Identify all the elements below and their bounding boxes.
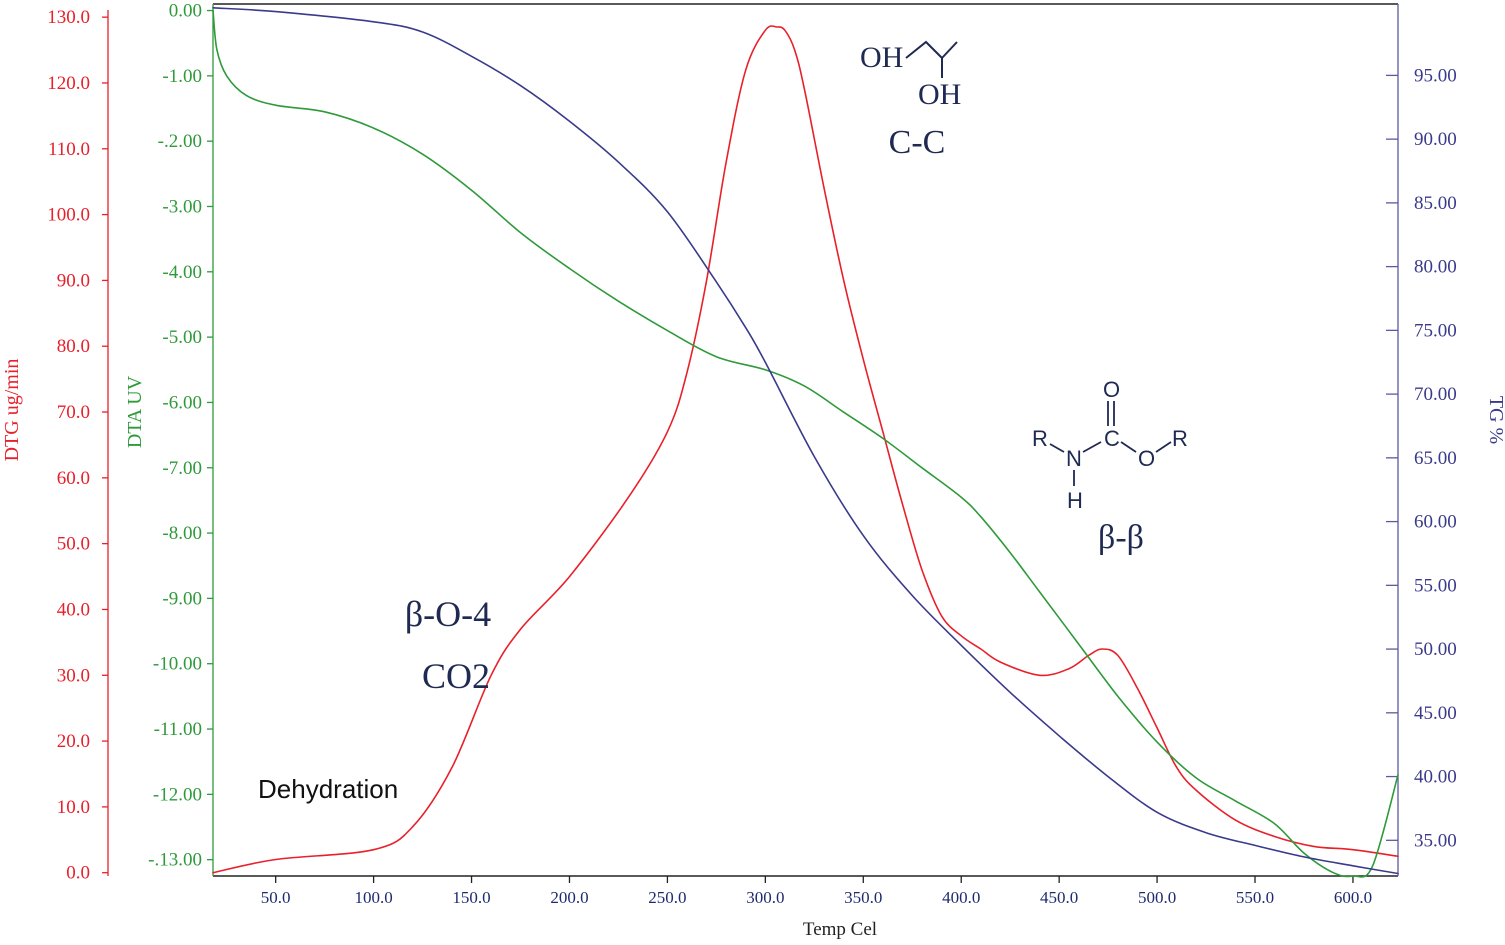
x-tick-label: 150.0	[452, 888, 490, 907]
x-tick-label: 300.0	[746, 888, 784, 907]
dtg-tick-label: 70.0	[57, 402, 90, 423]
tg-tick-label: 35.00	[1414, 830, 1457, 851]
dtg-tick-label: 90.0	[57, 270, 90, 291]
annotation-dehydration: Dehydration	[258, 774, 398, 804]
diol-oh-left: OH	[860, 41, 903, 74]
dta-tick-label: 0.00	[169, 1, 202, 22]
x-tick-label: 450.0	[1040, 888, 1078, 907]
dtg-tick-label: 110.0	[48, 139, 90, 160]
diol-bonds	[905, 40, 943, 59]
x-axis-ticks: 50.0 100.0 150.0 200.0 250.0 300.0 350.0 400.0 4…	[261, 876, 1372, 907]
dta-axis-ticks: 0.00 -1.00 -.2.00 -3.00 -4.00 -5.00 -6.00 -7.00…	[148, 1, 213, 871]
annotations: β-O-4 CO2 Dehydration C-C β-β OH OH R N …	[258, 40, 1188, 804]
x-tick-label: 250.0	[648, 888, 686, 907]
x-tick-label: 200.0	[550, 888, 588, 907]
carbamate-r-left: R	[1032, 426, 1048, 451]
carbamate-h: H	[1067, 488, 1083, 513]
x-tick-label: 500.0	[1138, 888, 1176, 907]
x-tick-label: 100.0	[354, 888, 392, 907]
dtg-curve	[212, 25, 1399, 874]
carbamate-c: C	[1104, 426, 1120, 451]
x-axis-title: Temp Cel	[803, 919, 877, 940]
bond-r-n	[1049, 443, 1065, 453]
bond-o-r	[1155, 441, 1172, 453]
dtg-axis-title: DTG ug/min	[1, 359, 23, 462]
tg-curve	[212, 7, 1399, 875]
series-layer	[212, 7, 1399, 878]
dta-tick-label: -8.00	[162, 523, 202, 544]
dta-tick-label: -7.00	[162, 458, 202, 479]
dtg-tick-label: 130.0	[47, 7, 90, 28]
dtg-tick-label: 20.0	[57, 731, 90, 752]
dta-axis-title: DTA UV	[124, 375, 146, 448]
dtg-axis-ticks: 0.0 10.0 20.0 30.0 40.0 50.0 60.0 70.0 80.0 90.0 1…	[47, 7, 108, 884]
tg-tick-label: 45.00	[1414, 703, 1457, 724]
annotation-beta-o-4: β-O-4	[405, 594, 491, 634]
bond-c-o	[1120, 441, 1137, 453]
tg-tick-label: 70.00	[1414, 384, 1457, 405]
dta-tick-label: -.13.00	[148, 850, 202, 871]
dtg-tick-label: 40.0	[57, 599, 90, 620]
carbamate-o-ester: O	[1138, 446, 1155, 471]
annotation-c-c: C-C	[889, 124, 946, 161]
x-tick-label: 400.0	[942, 888, 980, 907]
dta-tick-label: -4.00	[162, 262, 202, 283]
annotation-beta-beta: β-β	[1098, 519, 1144, 556]
dta-tick-label: -3.00	[162, 196, 202, 217]
bond-n-c	[1082, 441, 1102, 453]
dtg-tick-label: 0.0	[66, 863, 90, 884]
x-tick-label: 550.0	[1236, 888, 1274, 907]
annotation-co2: CO2	[422, 656, 490, 696]
tg-tick-label: 55.00	[1414, 575, 1457, 596]
dta-curve	[212, 9, 1399, 878]
x-tick-label: 350.0	[844, 888, 882, 907]
tg-axis-title: TG %	[1485, 396, 1505, 444]
tg-tick-label: 50.00	[1414, 639, 1457, 660]
carbamate-r-right: R	[1172, 426, 1188, 451]
diol-structure: OH OH	[860, 40, 961, 111]
tg-tick-label: 65.00	[1414, 448, 1457, 469]
carbamate-n: N	[1066, 446, 1082, 471]
tg-tick-label: 80.00	[1414, 257, 1457, 278]
dta-tick-label: -12.00	[153, 784, 202, 805]
x-tick-label: 600.0	[1334, 888, 1372, 907]
tg-tick-label: 75.00	[1414, 320, 1457, 341]
dta-tick-label: -.2.00	[158, 131, 202, 152]
dta-tick-label: -5.00	[162, 327, 202, 348]
diol-oh-bottom: OH	[918, 78, 961, 111]
carbamate-o-top: O	[1103, 377, 1120, 402]
tg-tick-label: 85.00	[1414, 193, 1457, 214]
dtg-tick-label: 100.0	[47, 205, 90, 226]
tg-tick-label: 90.00	[1414, 129, 1457, 150]
tg-axis-ticks: 35.00 40.00 45.00 50.00 55.00 60.00 65.00 70.00…	[1386, 65, 1457, 851]
dtg-tick-label: 30.0	[57, 665, 90, 686]
tg-tick-label: 40.00	[1414, 767, 1457, 788]
dtg-tick-label: 60.0	[57, 468, 90, 489]
x-tick-label: 50.0	[261, 888, 291, 907]
dta-tick-label: -9.00	[162, 588, 202, 609]
dtg-tick-label: 10.0	[57, 797, 90, 818]
dta-tick-label: -6.00	[162, 392, 202, 413]
dta-tick-label: -11.00	[154, 719, 202, 740]
dta-tick-label: -10.00	[153, 654, 202, 675]
diol-bond-up	[941, 41, 958, 59]
tg-tick-label: 95.00	[1414, 65, 1457, 86]
dtg-tick-label: 120.0	[47, 73, 90, 94]
dtg-tick-label: 80.0	[57, 336, 90, 357]
dtg-tick-label: 50.0	[57, 534, 90, 555]
dta-tick-label: -1.00	[162, 66, 202, 87]
carbamate-structure: R N H C O O R	[1032, 377, 1188, 513]
plot-frame	[107, 3, 1399, 877]
tg-tick-label: 60.00	[1414, 512, 1457, 533]
